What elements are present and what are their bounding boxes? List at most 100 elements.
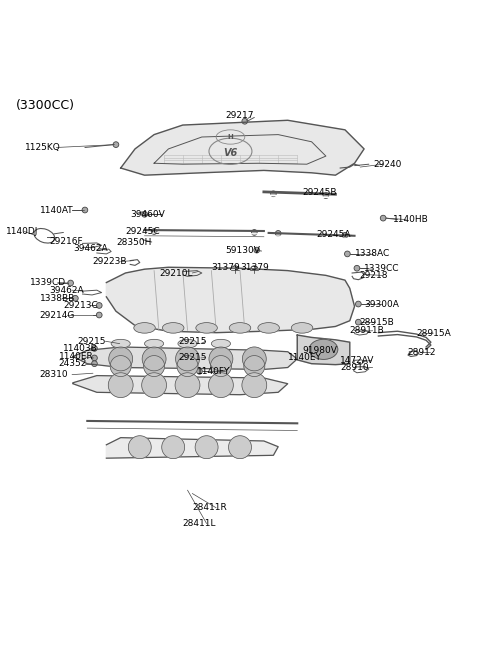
Circle shape xyxy=(96,312,102,318)
Circle shape xyxy=(142,212,147,217)
Circle shape xyxy=(108,373,133,398)
Text: 29223B: 29223B xyxy=(92,257,127,266)
Circle shape xyxy=(356,319,361,325)
Text: 91980V: 91980V xyxy=(302,346,337,355)
Circle shape xyxy=(254,247,260,253)
Circle shape xyxy=(242,373,267,398)
Circle shape xyxy=(209,347,233,371)
Circle shape xyxy=(342,232,348,238)
Ellipse shape xyxy=(229,323,251,333)
Ellipse shape xyxy=(178,339,197,348)
Text: 1140EY: 1140EY xyxy=(288,353,322,363)
Circle shape xyxy=(210,355,231,376)
Text: 29215: 29215 xyxy=(78,337,106,346)
Ellipse shape xyxy=(291,323,313,333)
Circle shape xyxy=(177,355,198,376)
Circle shape xyxy=(276,230,281,236)
Circle shape xyxy=(300,355,306,361)
Text: 1125KQ: 1125KQ xyxy=(25,143,61,152)
Circle shape xyxy=(82,207,88,213)
Text: 59130V: 59130V xyxy=(226,246,261,255)
Text: (3300CC): (3300CC) xyxy=(16,99,75,112)
Text: 39462A: 39462A xyxy=(49,286,84,295)
Text: 28912: 28912 xyxy=(407,348,435,357)
Text: 31379: 31379 xyxy=(240,263,269,271)
Ellipse shape xyxy=(211,339,230,348)
Text: 1339CC: 1339CC xyxy=(364,264,399,273)
Circle shape xyxy=(197,368,202,374)
Text: 29245B: 29245B xyxy=(302,188,336,197)
Text: 1140DJ: 1140DJ xyxy=(6,227,38,236)
Circle shape xyxy=(323,193,329,199)
Text: 28411R: 28411R xyxy=(192,503,227,512)
Circle shape xyxy=(113,142,119,148)
Circle shape xyxy=(142,373,167,398)
Circle shape xyxy=(242,347,266,371)
Text: 28350H: 28350H xyxy=(116,238,151,247)
Polygon shape xyxy=(73,347,297,369)
Text: 28910: 28910 xyxy=(340,363,369,372)
Text: 1140FY: 1140FY xyxy=(197,367,230,376)
Circle shape xyxy=(72,296,78,301)
Text: 29215: 29215 xyxy=(178,337,206,346)
Text: 29218: 29218 xyxy=(360,271,388,280)
Polygon shape xyxy=(107,268,355,333)
Circle shape xyxy=(356,301,361,307)
Circle shape xyxy=(175,373,200,398)
Circle shape xyxy=(92,361,97,367)
Text: 29216F: 29216F xyxy=(49,236,83,245)
Circle shape xyxy=(162,436,185,459)
Circle shape xyxy=(380,215,386,221)
Text: 28411L: 28411L xyxy=(183,519,216,528)
Text: 1472AV: 1472AV xyxy=(340,356,374,365)
Circle shape xyxy=(68,280,73,286)
Circle shape xyxy=(96,303,102,309)
Circle shape xyxy=(110,355,131,376)
Text: 29214G: 29214G xyxy=(39,311,75,320)
Text: 29245C: 29245C xyxy=(125,227,160,236)
Circle shape xyxy=(151,229,157,234)
Text: V6: V6 xyxy=(223,148,238,158)
Text: 29240: 29240 xyxy=(373,159,402,169)
Circle shape xyxy=(252,230,257,235)
Text: H: H xyxy=(228,134,233,140)
Polygon shape xyxy=(297,335,350,365)
Circle shape xyxy=(176,347,199,371)
Text: 1140ER: 1140ER xyxy=(59,352,94,361)
Text: 28915A: 28915A xyxy=(417,329,451,338)
Text: 1338BB: 1338BB xyxy=(39,294,75,303)
Circle shape xyxy=(92,346,97,352)
Text: 1338AC: 1338AC xyxy=(355,249,390,258)
Text: 29215: 29215 xyxy=(178,353,206,362)
Circle shape xyxy=(208,373,233,398)
Text: 29210L: 29210L xyxy=(159,268,192,277)
Text: 29245A: 29245A xyxy=(316,230,351,240)
Text: 39460V: 39460V xyxy=(130,210,165,219)
Polygon shape xyxy=(73,376,288,395)
Text: 29217: 29217 xyxy=(226,111,254,120)
Text: 39300A: 39300A xyxy=(364,299,399,309)
Ellipse shape xyxy=(162,323,184,333)
Circle shape xyxy=(228,436,252,459)
Text: 24352: 24352 xyxy=(59,359,87,368)
Circle shape xyxy=(109,347,132,371)
Text: 39462A: 39462A xyxy=(73,243,108,253)
Text: 1140AT: 1140AT xyxy=(39,206,73,215)
Circle shape xyxy=(271,191,276,197)
Ellipse shape xyxy=(258,323,279,333)
Text: 28915B: 28915B xyxy=(360,318,394,327)
Circle shape xyxy=(195,436,218,459)
Ellipse shape xyxy=(309,339,338,359)
Text: 1140HB: 1140HB xyxy=(393,215,429,224)
Text: 29213C: 29213C xyxy=(63,301,98,310)
Text: 28911B: 28911B xyxy=(350,326,384,335)
Text: 1339CD: 1339CD xyxy=(30,278,66,287)
Circle shape xyxy=(128,436,151,459)
Text: 11403B: 11403B xyxy=(63,344,98,353)
Circle shape xyxy=(144,355,165,376)
Circle shape xyxy=(142,347,166,371)
Circle shape xyxy=(92,355,97,361)
Circle shape xyxy=(345,251,350,256)
Ellipse shape xyxy=(134,323,156,333)
Text: 31379: 31379 xyxy=(211,263,240,271)
